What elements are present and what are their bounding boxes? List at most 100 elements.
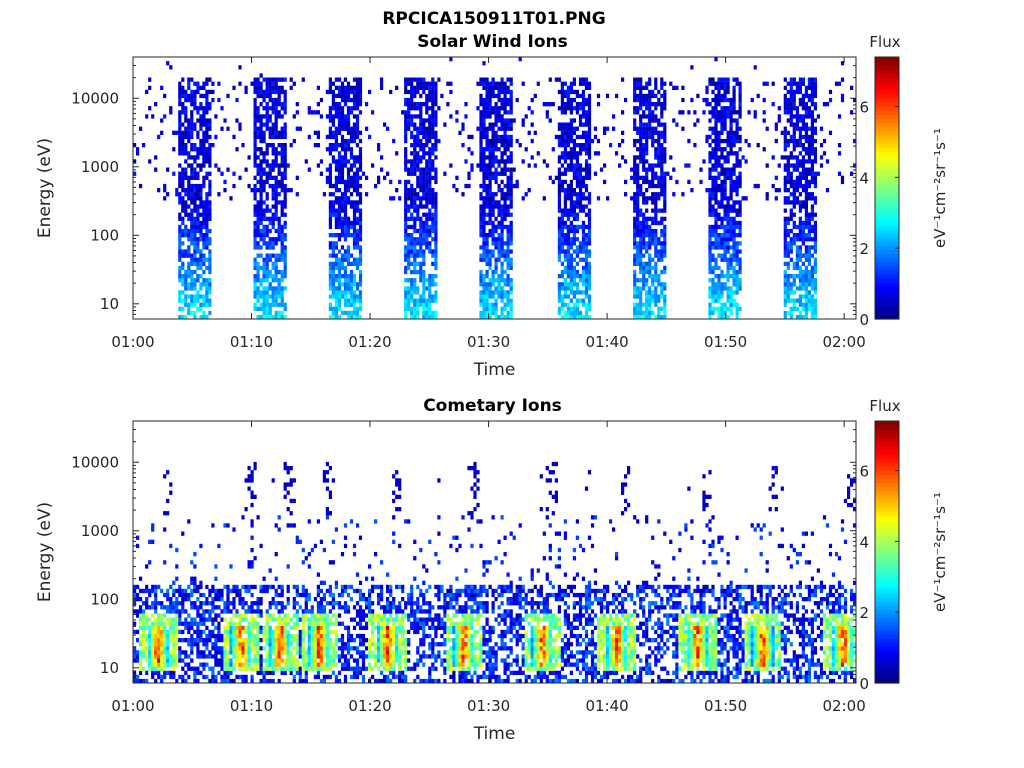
spectrogram-cell bbox=[434, 282, 438, 287]
spectrogram-cell bbox=[404, 269, 408, 275]
spectrogram-cell bbox=[726, 171, 730, 176]
spectrogram-cell bbox=[262, 130, 266, 135]
spectrogram-cell bbox=[810, 294, 814, 299]
spectrogram-cell bbox=[563, 237, 567, 242]
spectrogram-cell bbox=[419, 147, 423, 152]
spectrogram-cell bbox=[491, 224, 495, 230]
spectrogram-cell bbox=[642, 245, 646, 250]
spectrogram-cell bbox=[633, 106, 637, 111]
spectrogram-cell bbox=[343, 188, 348, 193]
spectrogram-cell bbox=[157, 642, 161, 647]
spectrogram-cell bbox=[184, 89, 188, 95]
spectrogram-cell bbox=[708, 77, 712, 82]
spectrogram-cell bbox=[714, 274, 718, 279]
spectrogram-cell bbox=[786, 253, 790, 258]
spectrogram-cell bbox=[256, 286, 260, 291]
colorbar-segment bbox=[875, 228, 899, 234]
spectrogram-cell bbox=[355, 192, 360, 197]
spectrogram-cell bbox=[151, 539, 155, 544]
spectrogram-cell bbox=[434, 224, 438, 230]
spectrogram-cell bbox=[479, 183, 483, 189]
spectrogram-cell bbox=[801, 314, 805, 320]
spectrogram-cell bbox=[645, 97, 649, 103]
spectrogram-cell bbox=[184, 134, 188, 140]
spectrogram-cell bbox=[145, 646, 149, 651]
spectrogram-cell bbox=[786, 220, 790, 226]
spectrogram-cell bbox=[654, 175, 658, 180]
spectrogram-cell bbox=[184, 212, 188, 217]
spectrogram-cell bbox=[491, 81, 495, 86]
spectrogram-cell bbox=[262, 306, 266, 311]
spectrogram-cell bbox=[431, 200, 435, 205]
spectrogram-cell bbox=[431, 97, 435, 103]
spectrogram-cell bbox=[479, 302, 483, 307]
spectrogram-cell bbox=[277, 286, 281, 291]
spectrogram-cell bbox=[413, 147, 417, 152]
spectrogram-cell bbox=[645, 143, 649, 148]
spectrogram-cell bbox=[654, 237, 658, 242]
spectrogram-cell bbox=[503, 196, 507, 201]
spectrogram-cell bbox=[467, 175, 471, 180]
spectrogram-cell bbox=[283, 126, 287, 131]
spectrogram-cell bbox=[352, 261, 357, 266]
spectrogram-cell bbox=[518, 57, 522, 62]
spectrogram-cell bbox=[413, 138, 417, 144]
spectrogram-cell bbox=[783, 163, 787, 168]
spectrogram-cell bbox=[786, 245, 790, 250]
spectrogram-cell bbox=[708, 192, 712, 197]
spectrogram-cell bbox=[148, 588, 152, 594]
spectrogram-cell bbox=[569, 237, 573, 242]
spectrogram-cell bbox=[283, 233, 287, 238]
spectrogram-cell bbox=[413, 290, 417, 295]
spectrogram-cell bbox=[500, 265, 504, 271]
spectrogram-cell bbox=[497, 314, 501, 320]
spectrogram-cell bbox=[274, 261, 278, 266]
spectrogram-cell bbox=[717, 286, 721, 291]
spectrogram-cell bbox=[325, 179, 329, 185]
spectrogram-cell bbox=[569, 306, 573, 311]
spectrogram-cell bbox=[355, 233, 360, 238]
spectrogram-cell bbox=[717, 93, 721, 99]
spectrogram-cell bbox=[410, 249, 414, 254]
spectrogram-cell bbox=[346, 261, 351, 266]
spectrogram-cell bbox=[470, 163, 474, 168]
spectrogram-cell bbox=[494, 278, 498, 283]
spectrogram-cell bbox=[654, 290, 658, 295]
spectrogram-cell bbox=[494, 261, 498, 266]
spectrogram-cell bbox=[184, 110, 188, 115]
spectrogram-cell bbox=[343, 97, 348, 103]
spectrogram-cell bbox=[419, 85, 423, 90]
spectrogram-cell bbox=[503, 85, 507, 90]
spectrogram-cell bbox=[813, 269, 817, 275]
spectrogram-cell bbox=[566, 143, 570, 148]
spectrogram-cell bbox=[256, 118, 260, 123]
spectrogram-cell bbox=[488, 89, 492, 95]
spectrogram-cell bbox=[636, 261, 640, 266]
spectrogram-cell bbox=[783, 179, 787, 185]
spectrogram-cell bbox=[479, 269, 483, 275]
spectrogram-cell bbox=[633, 167, 637, 172]
spectrogram-cell bbox=[500, 314, 504, 320]
spectrogram-cell bbox=[578, 200, 583, 205]
spectrogram-cell bbox=[259, 233, 263, 238]
spectrogram-cell bbox=[837, 151, 842, 156]
spectrogram-cell bbox=[723, 183, 727, 189]
spectrogram-cell bbox=[187, 294, 191, 299]
spectrogram-cell bbox=[639, 220, 643, 226]
spectrogram-cell bbox=[636, 212, 640, 217]
spectrogram-cell bbox=[657, 122, 661, 127]
spectrogram-cell bbox=[431, 151, 435, 156]
spectrogram-cell bbox=[328, 114, 332, 119]
spectrogram-cell bbox=[334, 77, 338, 82]
spectrogram-cell bbox=[732, 224, 736, 230]
spectrogram-cell bbox=[184, 93, 188, 99]
spectrogram-cell bbox=[660, 114, 664, 119]
spectrogram-cell bbox=[663, 204, 667, 209]
spectrogram-cell bbox=[720, 286, 724, 291]
spectrogram-cell bbox=[193, 183, 197, 189]
spectrogram-cell bbox=[413, 220, 417, 226]
spectrogram-cell bbox=[325, 89, 329, 95]
spectrogram-cell bbox=[813, 147, 817, 152]
spectrogram-cell bbox=[488, 233, 492, 238]
spectrogram-cell bbox=[434, 110, 438, 115]
